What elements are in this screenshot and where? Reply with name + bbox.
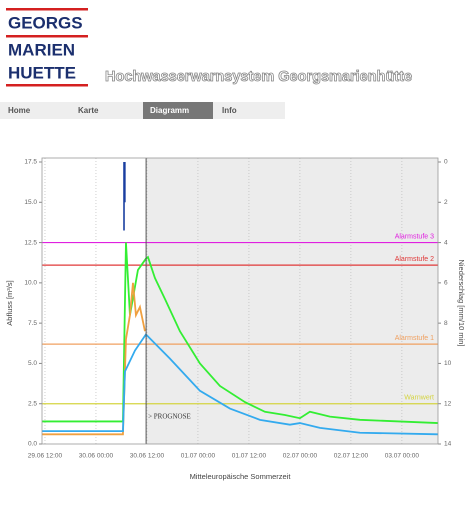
x-tick-label: 01.07 12:00 <box>232 453 267 460</box>
logo-bar <box>6 84 88 87</box>
y2-tick-label: 14 <box>444 441 452 448</box>
threshold-label: Alarmstufe 1 <box>395 335 434 342</box>
y2-tick-label: 0 <box>444 159 448 166</box>
nav-item[interactable]: Diagramm <box>150 106 189 115</box>
y-tick-label: 10.0 <box>24 280 37 287</box>
forecast-area <box>146 158 439 444</box>
precipitation-bar <box>123 162 125 231</box>
precipitation-bar <box>124 162 126 203</box>
x-tick-label: 03.07 00:00 <box>385 453 420 460</box>
x-tick-label: 30.06 00:00 <box>79 453 114 460</box>
logo-bar <box>6 8 88 11</box>
y-tick-label: 7.5 <box>28 320 37 327</box>
logo-line: MARIEN <box>8 40 75 59</box>
nav-item[interactable]: Info <box>222 106 237 115</box>
x-tick-label: 01.07 00:00 <box>181 453 216 460</box>
threshold-label: Alarmstufe 2 <box>395 256 434 263</box>
y2-tick-label: 12 <box>444 400 452 407</box>
x-tick-label: 29.06 12:00 <box>28 453 63 460</box>
y-tick-label: 2.5 <box>28 400 37 407</box>
x-tick-label: 30.06 12:00 <box>130 453 165 460</box>
threshold-label: Alarmstufe 3 <box>395 233 434 240</box>
nav-item[interactable]: Home <box>8 106 31 115</box>
x-tick-label: 02.07 00:00 <box>283 453 318 460</box>
y-axis-label: Abfluss [m³/s] <box>5 280 14 325</box>
y2-tick-label: 2 <box>444 199 448 206</box>
y-tick-label: 12.5 <box>24 239 37 246</box>
y-tick-label: 0.0 <box>28 441 37 448</box>
y-tick-label: 15.0 <box>24 199 37 206</box>
y2-axis-label: Niederschlag [mm/10 min] <box>457 259 466 346</box>
y2-tick-label: 4 <box>444 239 448 246</box>
series-line <box>42 333 439 436</box>
page-title: Hochwasserwarnsystem Georgsmarienhütte <box>105 69 412 85</box>
x-axis-label: Mitteleuropäische Sommerzeit <box>190 472 292 481</box>
nav-bar <box>0 102 285 119</box>
plot-frame <box>41 157 439 445</box>
y2-tick-label: 8 <box>444 320 448 327</box>
y2-tick-label: 6 <box>444 280 448 287</box>
nav-item[interactable]: Karte <box>78 106 99 115</box>
forecast-label: > PROGNOSE <box>148 413 191 421</box>
logo-line: HUETTE <box>8 63 76 82</box>
nav-active <box>143 102 213 119</box>
logo-bar <box>6 35 88 38</box>
logo-line: GEORGS <box>8 13 83 32</box>
y-tick-label: 5.0 <box>28 360 37 367</box>
y-tick-label: 17.5 <box>24 159 37 166</box>
x-tick-label: 02.07 12:00 <box>334 453 369 460</box>
y2-tick-label: 10 <box>444 360 452 367</box>
chart: 29.06 12:00 30.06 00:00 30.06 12:00 01.07 0… <box>5 157 466 481</box>
threshold-label: Warnwert <box>404 395 434 402</box>
